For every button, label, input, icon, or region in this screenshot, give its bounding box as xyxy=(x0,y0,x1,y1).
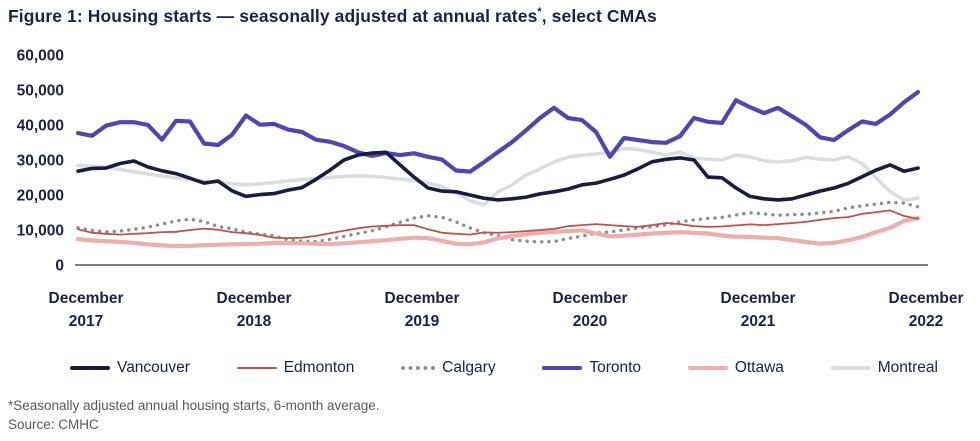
legend-label: Calgary xyxy=(442,359,496,376)
x-tick-label-month: December xyxy=(889,290,964,307)
x-tick-label-month: December xyxy=(553,290,628,307)
legend-item-montreal: Montreal xyxy=(830,359,938,377)
figure-title-text: Figure 1: Housing starts — seasonally ad… xyxy=(8,6,538,26)
x-tick-label-year: 2019 xyxy=(405,313,440,330)
x-tick-label-year: 2017 xyxy=(69,313,103,330)
series-line-calgary xyxy=(76,200,920,244)
legend-swatch-ottawa-line xyxy=(687,366,728,370)
line-chart: 0 10,000 20,000 30,000 40,000 50,000 60,000 Dec… xyxy=(17,48,964,331)
footnote-line1: *Seasonally adjusted annual housing star… xyxy=(8,398,380,413)
series-line-ottawa xyxy=(75,216,921,249)
legend-swatch-toronto-line xyxy=(542,366,583,370)
figure-title: Figure 1: Housing starts — seasonally ad… xyxy=(8,6,972,27)
legend-item-edmonton: Edmonton xyxy=(236,359,355,377)
x-tick-label-year: 2021 xyxy=(741,313,776,330)
y-tick-label: 10,000 xyxy=(17,223,64,240)
series-line-toronto xyxy=(75,89,921,174)
legend-label: Edmonton xyxy=(283,359,355,376)
legend-swatch-edmonton-line xyxy=(236,367,277,369)
y-tick-label: 50,000 xyxy=(17,83,64,100)
figure-title-suffix: , select CMAs xyxy=(541,6,657,26)
y-tick-label: 30,000 xyxy=(17,153,64,170)
legend-item-vancouver: Vancouver xyxy=(70,359,190,377)
legend-item-ottawa: Ottawa xyxy=(687,359,784,377)
legend-swatch-montreal-line xyxy=(830,366,871,370)
legend-label: Montreal xyxy=(877,359,938,376)
title-asterisk: * xyxy=(537,6,542,19)
legend-label: Ottawa xyxy=(734,359,784,376)
legend-swatch-calgary-line xyxy=(401,366,436,370)
x-tick-label-year: 2022 xyxy=(909,313,943,330)
y-tick-label: 0 xyxy=(55,258,64,275)
x-tick-label-year: 2020 xyxy=(573,313,607,330)
y-tick-label: 40,000 xyxy=(17,118,64,135)
series-line-edmonton xyxy=(77,209,919,240)
x-tick-label-year: 2018 xyxy=(237,313,272,330)
x-tick-label-month: December xyxy=(385,290,460,307)
y-tick-label: 60,000 xyxy=(17,48,64,65)
y-tick-label: 20,000 xyxy=(17,188,64,205)
x-tick-label-month: December xyxy=(217,290,292,307)
legend-label: Toronto xyxy=(589,359,642,376)
footnote-line2: Source: CMHC xyxy=(8,416,99,432)
footnote: *Seasonally adjusted annual housing star… xyxy=(8,397,380,435)
legend: Vancouver Edmonton Calgary Toronto Ottawa Mon… xyxy=(70,355,938,381)
series-line-vancouver xyxy=(76,150,920,202)
legend-item-calgary: Calgary xyxy=(401,359,496,377)
x-tick-label-month: December xyxy=(721,290,796,307)
x-tick-label-month: December xyxy=(49,290,124,307)
series-line-montreal xyxy=(76,146,920,207)
legend-label: Vancouver xyxy=(117,359,190,376)
legend-item-toronto: Toronto xyxy=(542,359,641,377)
legend-swatch-vancouver-line xyxy=(70,366,110,370)
